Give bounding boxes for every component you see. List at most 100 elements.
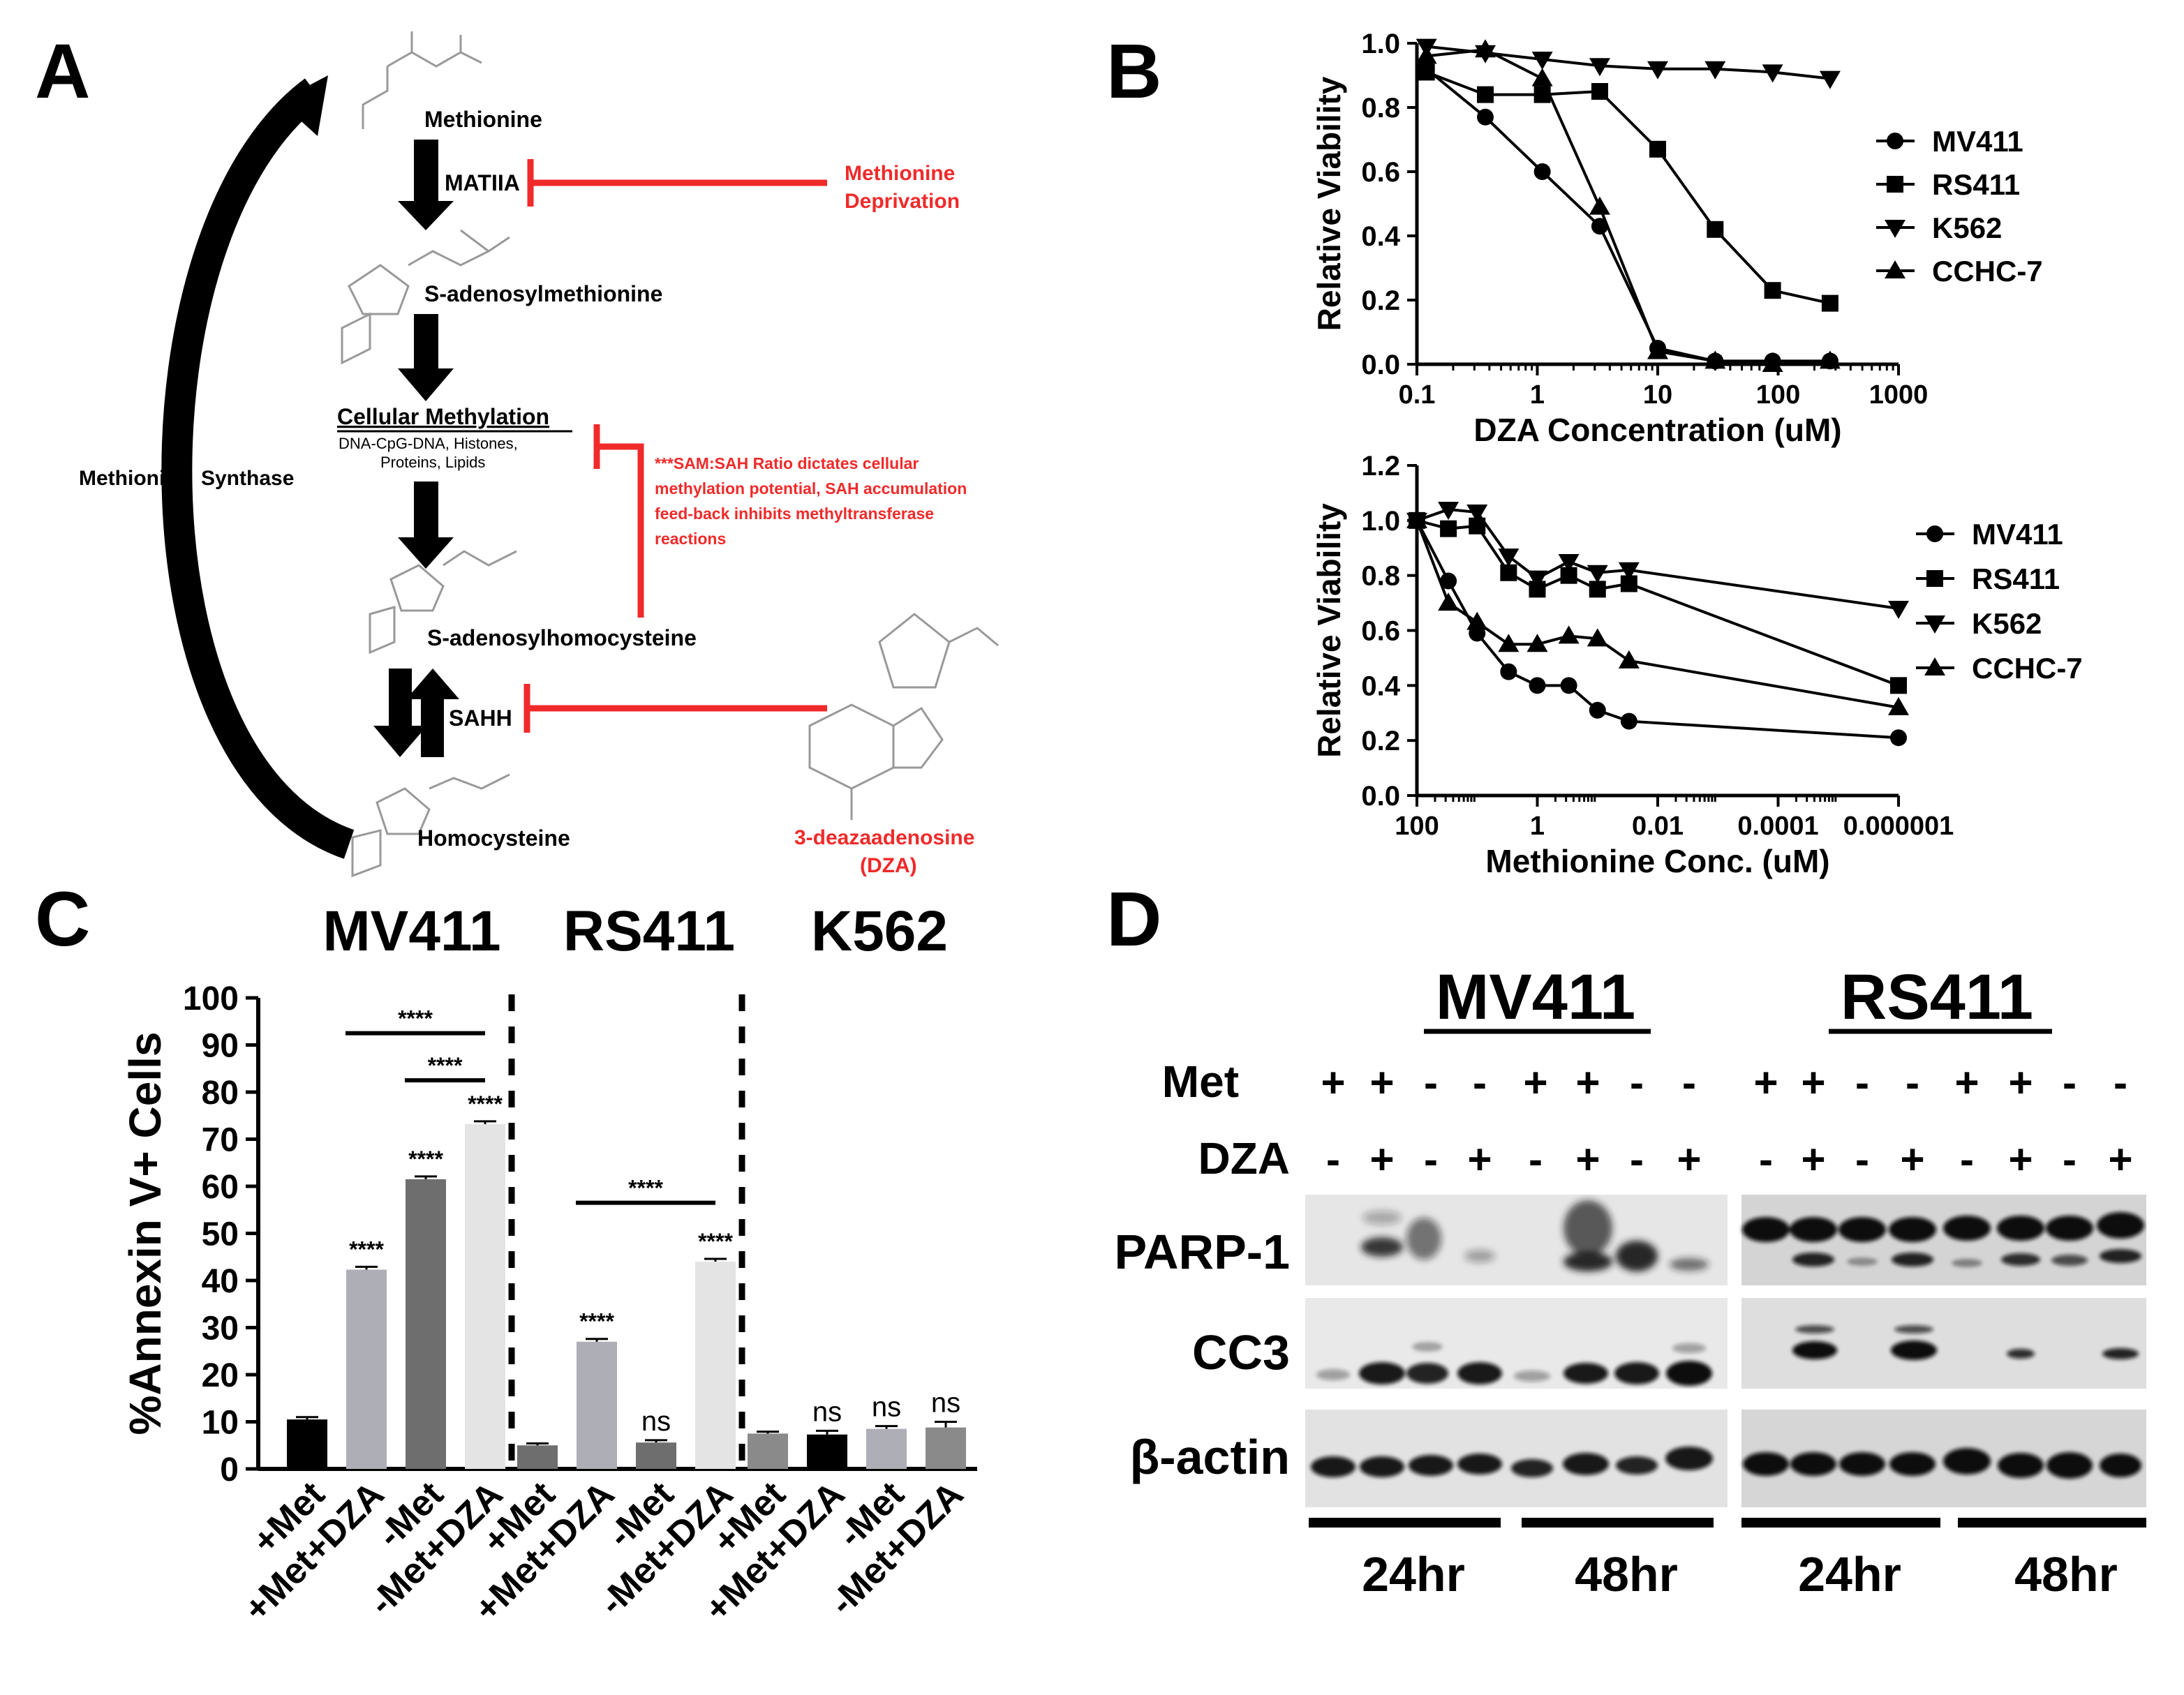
series-line-rs411 <box>1416 518 1899 687</box>
y-tick-label: 0.0 <box>1361 781 1400 812</box>
data-point-mv411 <box>1529 677 1546 694</box>
mv411-met-sign: - <box>1630 1059 1644 1106</box>
rs411-met-sign: + <box>1801 1059 1825 1106</box>
data-point-mv411 <box>1440 572 1457 590</box>
bar <box>926 1427 966 1469</box>
series-line-cchc-7 <box>1416 520 1899 709</box>
bar <box>807 1434 847 1469</box>
met-deprivation-label-1: Methionine <box>845 162 955 185</box>
bands-mv411-parp1 <box>1361 1200 1709 1271</box>
legend-label: CCHC-7 <box>1932 255 2043 288</box>
data-point-cchc-7 <box>1704 350 1726 369</box>
data-point-cchc-7 <box>1618 650 1640 669</box>
legend-label: K562 <box>1932 211 2002 244</box>
x-axis-label: DZA Concentration (uM) <box>1473 412 1841 448</box>
significance-label: **** <box>579 1309 614 1334</box>
x-tick-label: 0.0001 <box>1737 812 1818 841</box>
data-point-k562 <box>1888 600 1909 619</box>
bar <box>346 1269 387 1469</box>
data-point-rs411 <box>1477 86 1494 103</box>
x-tick-label: 1 <box>1530 380 1545 410</box>
cellular-methylation-label: Cellular Methylation <box>337 404 549 429</box>
y-tick-label: 100 <box>183 980 239 1017</box>
sam-label: S-adenosylmethionine <box>424 281 662 306</box>
data-point-cchc-7 <box>1531 68 1553 87</box>
bands-rs411-bactin <box>1743 1448 2141 1479</box>
bar <box>866 1428 907 1469</box>
legend-marker <box>1887 176 1903 193</box>
blot-header-mv411: MV411 <box>1436 962 1635 1033</box>
time-label: 24hr <box>1362 1547 1465 1601</box>
y-tick-label: 10 <box>202 1405 239 1442</box>
synthase-arrowhead-icon <box>279 75 328 136</box>
group-header: RS411 <box>563 899 735 963</box>
bands-mv411-cc3 <box>1316 1342 1712 1386</box>
legend-marker <box>1924 657 1945 675</box>
legend-marker <box>1885 260 1906 278</box>
blot-strip-mv411-bactin <box>1305 1410 1728 1507</box>
y-tick-label: 0.2 <box>1361 726 1400 756</box>
y-tick-label: 0.8 <box>1361 561 1400 592</box>
bar <box>465 1123 505 1469</box>
y-tick-label: 70 <box>202 1122 239 1159</box>
y-tick-label: 40 <box>202 1263 239 1300</box>
legend-label: K562 <box>1972 607 2042 640</box>
mv411-dza-sign: + <box>1677 1136 1701 1183</box>
rs411-dza-sign: + <box>2108 1136 2132 1183</box>
arrow-methylation-to-sah-icon <box>398 481 454 569</box>
methionine-label: Methionine <box>424 107 542 132</box>
data-point-rs411 <box>1890 677 1907 694</box>
mv411-dza-sign: + <box>1575 1136 1600 1183</box>
y-tick-label: 90 <box>202 1028 239 1065</box>
blot-row-label-bactin: β-actin <box>1130 1430 1290 1484</box>
y-tick-label: 30 <box>202 1311 239 1347</box>
rs411-dza-sign: + <box>2008 1136 2033 1183</box>
significance-label: **** <box>468 1091 503 1117</box>
legend-marker <box>1924 615 1945 634</box>
rs411-dza-sign: - <box>2063 1136 2077 1183</box>
legend-label: MV411 <box>1932 125 2023 158</box>
data-point-k562 <box>1704 61 1726 80</box>
mv411-met-sign: - <box>1473 1059 1487 1106</box>
data-point-mv411 <box>1620 712 1637 730</box>
mv411-dza-sign: - <box>1630 1136 1644 1183</box>
sam-structure-icon <box>341 229 510 365</box>
legend-label: RS411 <box>1932 168 2020 201</box>
y-tick-label: 20 <box>202 1357 239 1394</box>
ratio-note-3: feed-back inhibits methyltransferase <box>655 505 934 523</box>
data-point-mv411 <box>1500 663 1517 680</box>
rs411-met-sign: - <box>2114 1059 2127 1106</box>
y-tick-label: 0.4 <box>1361 671 1400 701</box>
arrow-met-to-sam-icon <box>398 140 454 230</box>
data-point-cchc-7 <box>1589 196 1610 215</box>
significance-label: ns <box>641 1406 671 1437</box>
time-label: 48hr <box>1575 1547 1678 1601</box>
data-point-mv411 <box>1477 108 1494 126</box>
data-point-k562 <box>1438 502 1459 521</box>
rs411-met-sign: + <box>1954 1059 1979 1106</box>
y-tick-label: 0.6 <box>1361 157 1400 188</box>
methionine-structure-icon <box>362 31 482 129</box>
data-point-cchc-7 <box>1498 634 1520 652</box>
x-tick-label: 10 <box>1643 380 1672 410</box>
y-tick-label: 1.0 <box>1361 506 1400 537</box>
bar <box>406 1179 446 1469</box>
x-tick-label: 0.000001 <box>1843 812 1954 841</box>
dza-label-1: 3-deazaadenosine <box>794 826 974 849</box>
panel-label-c: C <box>35 876 90 962</box>
significance-label: ns <box>872 1392 901 1423</box>
data-point-k562 <box>1647 61 1668 80</box>
series-line-cchc-7 <box>1426 48 1831 366</box>
dza-viability-chart: 0.0 0.2 0.4 0.6 0.8 1.0 0.1 1 10 100 1000 DZA Conce… <box>1311 29 2043 448</box>
data-point-cchc-7 <box>1819 350 1841 369</box>
group-header: MV411 <box>322 899 500 963</box>
x-tick-label: 0.01 <box>1632 812 1684 841</box>
rs411-dza-sign: - <box>1759 1136 1773 1183</box>
dza-label-2: (DZA) <box>860 854 917 877</box>
homocysteine-structure-icon <box>351 773 510 878</box>
data-point-k562 <box>1589 58 1610 77</box>
blot-row-label-parp1: PARP-1 <box>1114 1225 1290 1279</box>
homocysteine-label: Homocysteine <box>417 826 570 851</box>
